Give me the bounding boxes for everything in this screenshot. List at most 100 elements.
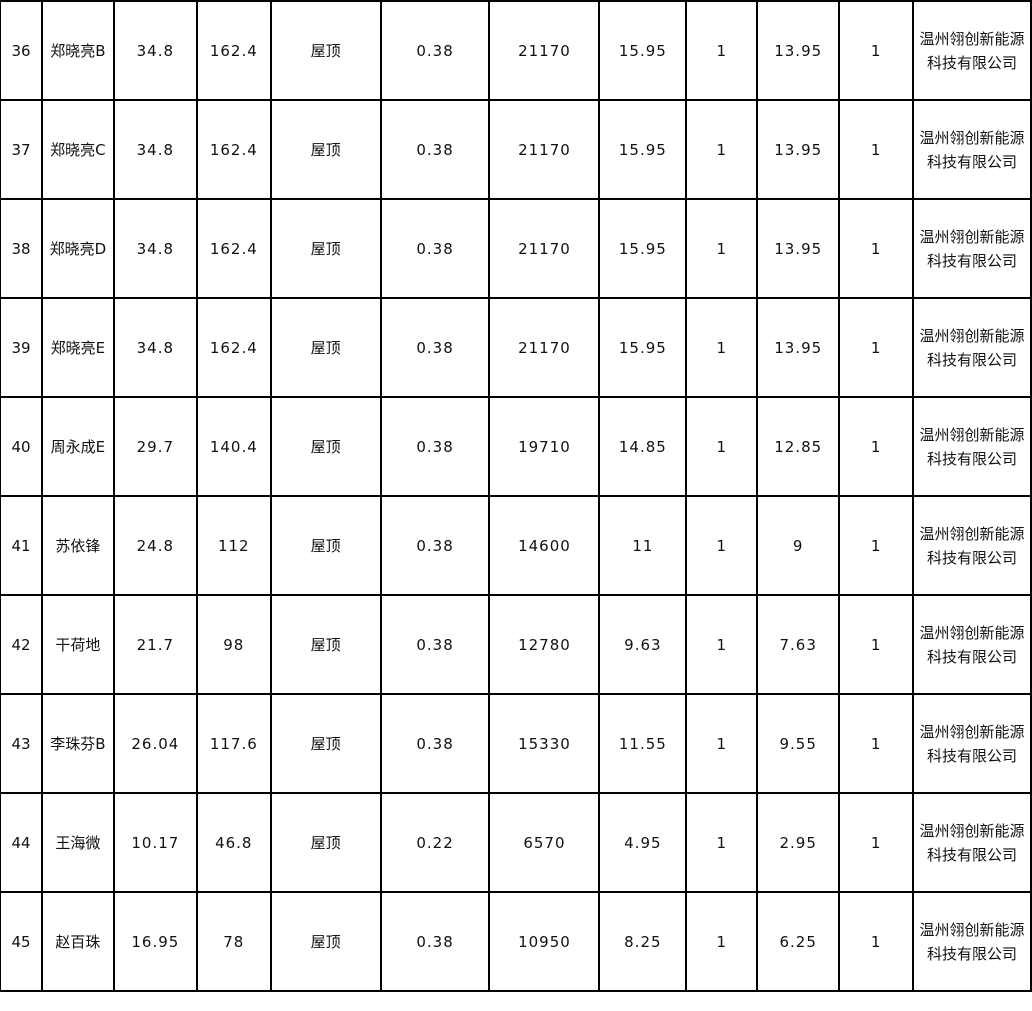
cell-no: 38 [0,198,43,299]
cell-no: 36 [0,0,43,101]
table-row: 36 郑晓亮B 34.8 162.4 屋顶 0.38 21170 15.95 1 13.95 1 温州… [0,0,1032,101]
cell-name: 苏依锋 [40,495,115,596]
cell-c11: 1 [838,693,915,794]
cell-c10: 7.63 [756,594,841,695]
table-row: 40 周永成E 29.7 140.4 屋顶 0.38 19710 14.85 1 12.85 1 温州… [0,396,1032,497]
cell-c3: 34.8 [112,198,198,299]
cell-c5: 屋顶 [269,99,382,200]
cell-c12: 温州翎创新能源科技有限公司 [912,297,1032,398]
cell-c3: 34.8 [112,297,198,398]
cell-c12: 温州翎创新能源科技有限公司 [912,891,1032,992]
cell-c10: 13.95 [756,99,841,200]
cell-c4: 98 [195,594,272,695]
cell-c9: 1 [685,0,759,101]
cell-no: 37 [0,99,43,200]
cell-c8: 15.95 [598,0,688,101]
cell-c5: 屋顶 [269,198,382,299]
cell-no: 45 [0,891,43,992]
cell-c9: 1 [685,594,759,695]
cell-c10: 6.25 [756,891,841,992]
cell-c12: 温州翎创新能源科技有限公司 [912,594,1032,695]
cell-name: 郑晓亮C [40,99,115,200]
cell-c4: 46.8 [195,792,272,893]
cell-c3: 16.95 [112,891,198,992]
cell-c4: 162.4 [195,297,272,398]
table-row: 38 郑晓亮D 34.8 162.4 屋顶 0.38 21170 15.95 1 13.95 1 温州… [0,198,1032,299]
cell-c3: 24.8 [112,495,198,596]
cell-c8: 4.95 [598,792,688,893]
cell-c7: 19710 [488,396,601,497]
cell-c11: 1 [838,594,915,695]
cell-c11: 1 [838,792,915,893]
cell-c8: 15.95 [598,297,688,398]
cell-c11: 1 [838,297,915,398]
cell-c7: 6570 [488,792,601,893]
cell-c12: 温州翎创新能源科技有限公司 [912,198,1032,299]
cell-name: 周永成E [40,396,115,497]
cell-c8: 14.85 [598,396,688,497]
cell-c5: 屋顶 [269,792,382,893]
cell-c8: 11 [598,495,688,596]
cell-c7: 21170 [488,99,601,200]
cell-c11: 1 [838,495,915,596]
cell-name: 郑晓亮B [40,0,115,101]
cell-c5: 屋顶 [269,693,382,794]
cell-c11: 1 [838,0,915,101]
cell-c5: 屋顶 [269,297,382,398]
cell-no: 39 [0,297,43,398]
cell-c8: 15.95 [598,99,688,200]
cell-c9: 1 [685,792,759,893]
cell-name: 李珠芬B [40,693,115,794]
cell-c5: 屋顶 [269,594,382,695]
cell-name: 郑晓亮E [40,297,115,398]
cell-c4: 162.4 [195,99,272,200]
cell-c7: 21170 [488,0,601,101]
cell-c5: 屋顶 [269,495,382,596]
cell-c12: 温州翎创新能源科技有限公司 [912,0,1032,101]
cell-c4: 140.4 [195,396,272,497]
cell-c5: 屋顶 [269,0,382,101]
cell-c7: 21170 [488,297,601,398]
table-row: 42 干荷地 21.7 98 屋顶 0.38 12780 9.63 1 7.63 1 温州翎创新能源科… [0,594,1032,695]
cell-c4: 117.6 [195,693,272,794]
cell-name: 郑晓亮D [40,198,115,299]
table-row: 45 赵百珠 16.95 78 屋顶 0.38 10950 8.25 1 6.25 1 温州翎创新能源… [0,891,1032,992]
cell-name: 王海微 [40,792,115,893]
cell-no: 43 [0,693,43,794]
cell-c11: 1 [838,891,915,992]
cell-c11: 1 [838,99,915,200]
cell-c7: 12780 [488,594,601,695]
cell-c9: 1 [685,495,759,596]
cell-c10: 13.95 [756,297,841,398]
cell-c3: 21.7 [112,594,198,695]
cell-c8: 15.95 [598,198,688,299]
table-row: 41 苏依锋 24.8 112 屋顶 0.38 14600 11 1 9 1 温州翎创新能源科技有限公… [0,495,1032,596]
table-row: 39 郑晓亮E 34.8 162.4 屋顶 0.38 21170 15.95 1 13.95 1 温州… [0,297,1032,398]
cell-no: 40 [0,396,43,497]
cell-c3: 34.8 [112,0,198,101]
cell-c12: 温州翎创新能源科技有限公司 [912,693,1032,794]
cell-c3: 10.17 [112,792,198,893]
cell-c9: 1 [685,693,759,794]
cell-name: 赵百珠 [40,891,115,992]
cell-c10: 13.95 [756,198,841,299]
cell-c12: 温州翎创新能源科技有限公司 [912,99,1032,200]
cell-c10: 12.85 [756,396,841,497]
cell-c5: 屋顶 [269,396,382,497]
cell-c12: 温州翎创新能源科技有限公司 [912,396,1032,497]
cell-c7: 15330 [488,693,601,794]
cell-c6: 0.22 [379,792,491,893]
cell-c8: 11.55 [598,693,688,794]
cell-c6: 0.38 [379,891,491,992]
cell-c10: 13.95 [756,0,841,101]
cell-c7: 10950 [488,891,601,992]
cell-c6: 0.38 [379,396,491,497]
cell-c6: 0.38 [379,0,491,101]
cell-c6: 0.38 [379,693,491,794]
cell-c11: 1 [838,396,915,497]
cell-no: 41 [0,495,43,596]
cell-c6: 0.38 [379,594,491,695]
cell-c3: 29.7 [112,396,198,497]
cell-c10: 9.55 [756,693,841,794]
cell-c4: 162.4 [195,0,272,101]
